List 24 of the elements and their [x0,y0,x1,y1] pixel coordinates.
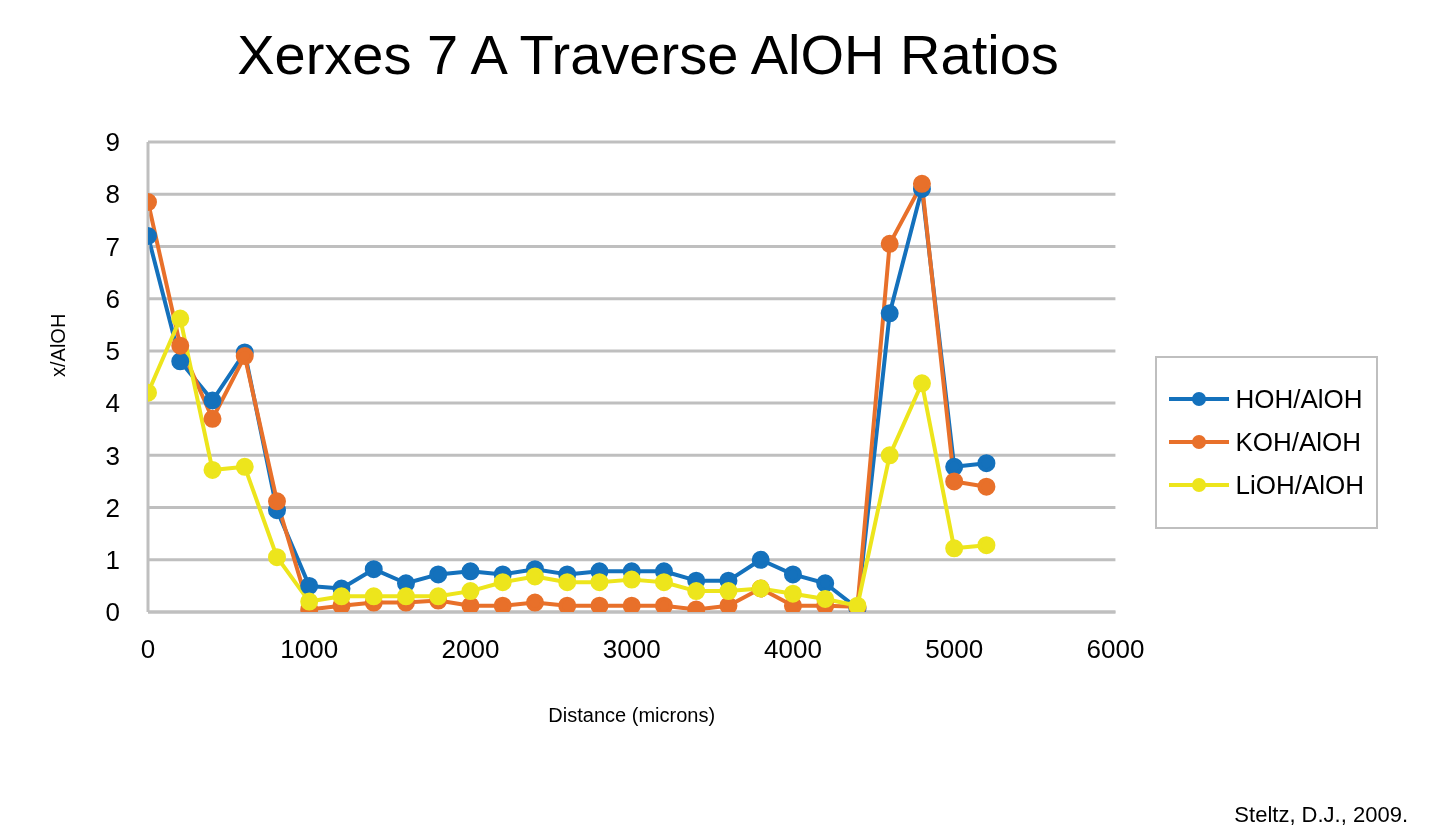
y-tick-label: 9 [105,127,120,158]
x-axis-title: Distance (microns) [548,704,716,726]
y-tick-label: 0 [105,597,120,628]
x-tick-label: 4000 [764,634,822,665]
x-tick-label: 5000 [925,634,984,665]
y-axis-title: x/AlOH [47,313,70,377]
y-tick-label: 2 [105,492,120,523]
text: Steltz, D.J., 2009. [1234,802,1408,828]
y-tick-label: 5 [105,336,120,367]
x-tick-label: 3000 [602,634,661,665]
y-tick-label: 6 [105,283,120,314]
y-tick-label: 3 [105,440,120,471]
legend-label: KOH/AlOH [1235,426,1362,458]
chart-title: Xerxes 7 A Traverse AlOH Ratios [236,22,1060,88]
y-tick-label: 1 [105,545,120,576]
x-tick-label: 0 [140,634,156,665]
y-tick-label: 4 [105,388,120,419]
x-tick-label: 1000 [280,634,339,665]
legend-label: HOH/AlOH [1235,383,1363,415]
legend-label: LiOH/AlOH [1235,469,1364,501]
x-tick-label: 6000 [1086,634,1145,665]
x-tick-label: 2000 [441,634,500,665]
y-tick-label: 8 [105,179,120,210]
y-tick-label: 7 [105,231,120,262]
